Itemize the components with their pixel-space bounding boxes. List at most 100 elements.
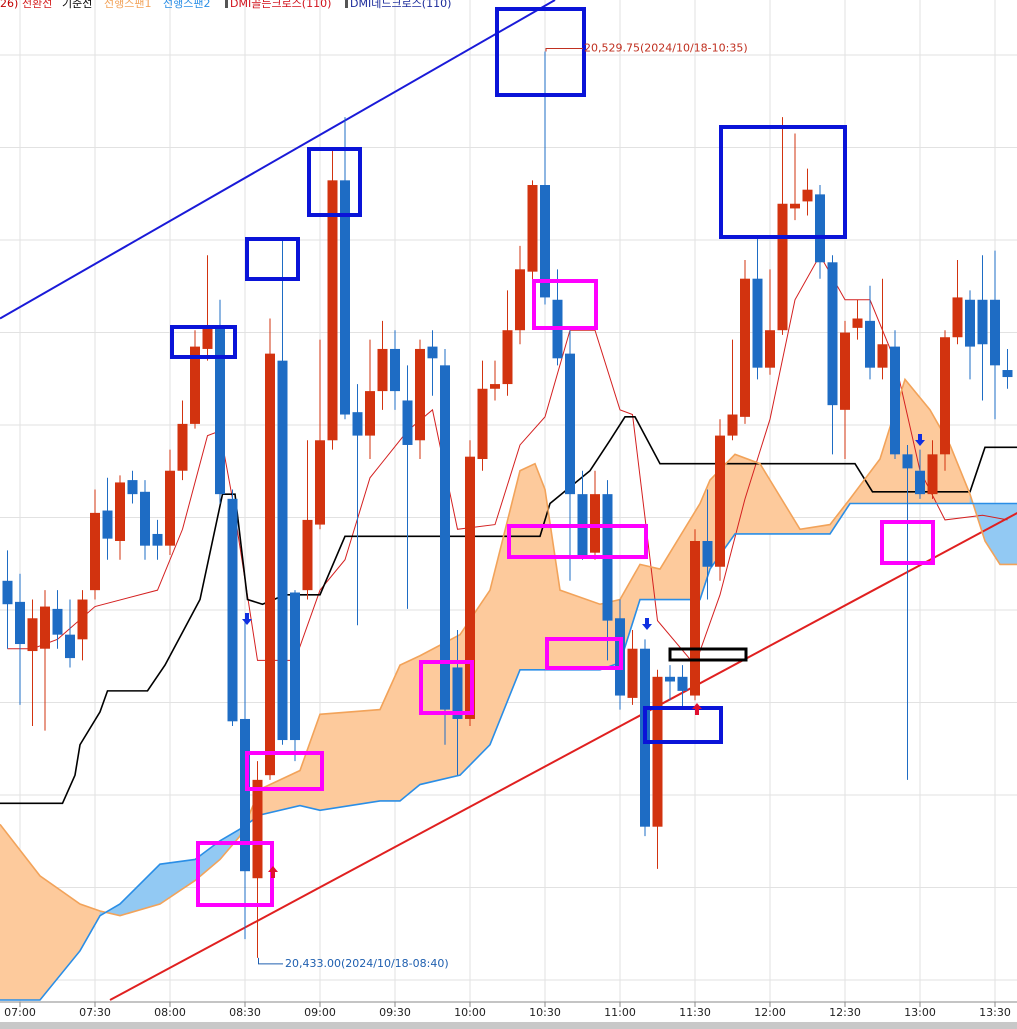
candle-body [227, 498, 238, 722]
magenta-box [545, 637, 623, 670]
cloud-fill [519, 463, 536, 671]
blue-box [307, 147, 362, 217]
candle-body [515, 269, 525, 331]
candle-body [927, 454, 938, 495]
candle-body [252, 779, 263, 879]
candle-body [402, 400, 413, 445]
candle-body [440, 365, 450, 710]
annotation: 20,433.00(2024/10/18-08:40) [285, 957, 449, 970]
x-tick-label: 08:30 [229, 1006, 261, 1019]
candle-body [352, 412, 363, 436]
candle-body [840, 332, 850, 410]
candle-body [865, 320, 875, 368]
candle-body [77, 599, 88, 640]
candle-body [852, 318, 863, 328]
annotation-leader [258, 957, 283, 965]
candle-body [165, 470, 175, 546]
candle-body [702, 540, 713, 567]
candle-body [765, 330, 775, 368]
blue-box [495, 7, 586, 97]
trendline [0, 0, 556, 320]
magenta-box [532, 279, 598, 330]
blue-box [245, 237, 300, 281]
x-tick-label: 08:00 [154, 1006, 186, 1019]
candle-body [102, 510, 113, 539]
magenta-box [880, 520, 935, 565]
candle-body [977, 299, 988, 345]
legend-entry: DMI골든크로스(110) [230, 0, 331, 10]
candle-body [115, 482, 125, 541]
candle-body [965, 299, 975, 347]
legend-entry: DMI데드크로스(110) [350, 0, 451, 10]
candle-body [465, 456, 475, 719]
candle-body [27, 618, 38, 652]
candle-body [327, 180, 338, 441]
candle-body [827, 262, 838, 406]
candle-body [752, 278, 763, 368]
candle-body [40, 606, 50, 649]
candle-body [902, 454, 913, 469]
candle-body [727, 414, 738, 436]
cloud-fill [534, 463, 546, 671]
legend-marker [345, 0, 348, 8]
candle-body [477, 388, 488, 460]
candle-body [415, 348, 425, 441]
candle-body [502, 330, 513, 385]
candle-body [790, 203, 800, 209]
candle-body [302, 519, 313, 591]
candle-body [365, 391, 375, 436]
legend-entry: 선행스팬1 [104, 0, 151, 10]
candle-body [215, 327, 225, 495]
candle-body [815, 194, 825, 263]
candle-body [140, 491, 150, 546]
candle-body [427, 346, 438, 359]
x-tick-label: 12:00 [754, 1006, 786, 1019]
candle-body [90, 512, 100, 591]
blue-box [643, 706, 723, 744]
candle-body [565, 353, 575, 495]
x-tick-label: 11:00 [604, 1006, 636, 1019]
candle-body [177, 423, 188, 471]
x-tick-label: 10:00 [454, 1006, 486, 1019]
x-tick-label: 11:30 [679, 1006, 711, 1019]
candle-body [715, 435, 725, 567]
x-tick-label: 10:30 [529, 1006, 561, 1019]
scrollbar [0, 1022, 1017, 1029]
candle-body [452, 667, 463, 719]
black-box [668, 647, 748, 662]
candle-body [240, 718, 250, 872]
dead-cross-arrow [242, 613, 252, 625]
indicator-line [7, 254, 1008, 667]
indicator-line [0, 416, 1017, 805]
candle-body [490, 384, 500, 389]
candle-body [940, 337, 950, 455]
plot-area [0, 0, 1017, 1001]
candle-body [952, 297, 963, 338]
candle-body [677, 676, 688, 691]
blue-box [170, 325, 237, 359]
candle-body [340, 180, 350, 415]
x-tick-label: 13:30 [979, 1006, 1011, 1019]
candle-body [627, 648, 638, 698]
legend-entry: 전환선 [22, 0, 52, 10]
x-tick-label: 09:00 [304, 1006, 336, 1019]
magenta-box [245, 751, 324, 791]
cloud-fill [639, 564, 661, 600]
candle-body [740, 278, 750, 417]
cloud-fill [399, 655, 421, 802]
x-tick-label: 13:00 [904, 1006, 936, 1019]
candle-body [890, 346, 900, 455]
candle-body [652, 676, 663, 827]
annotation: 20,529.75(2024/10/18-10:35) [584, 42, 748, 55]
candle-body [390, 348, 400, 392]
legend-entry: 기준선 [62, 0, 92, 10]
golden-cross-arrow [692, 703, 702, 715]
magenta-box [419, 660, 474, 715]
candle-body [590, 494, 600, 553]
cloud-fill [319, 709, 381, 811]
annotation-leader [545, 48, 583, 52]
candle-body [1002, 370, 1013, 378]
candle-body [202, 325, 213, 349]
